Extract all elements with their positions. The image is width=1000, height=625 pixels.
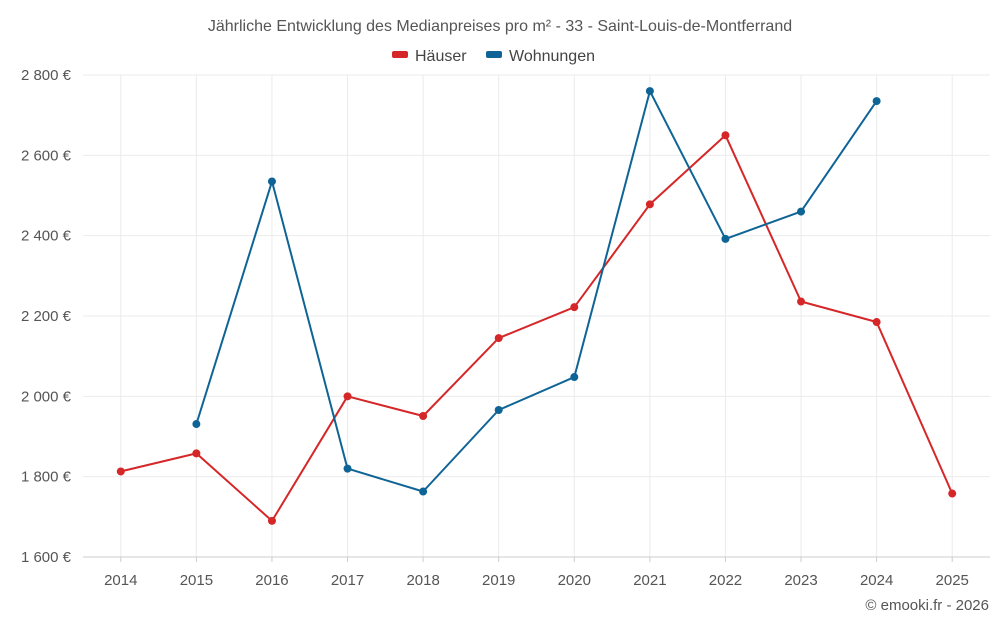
data-point-0-2022[interactable]	[721, 131, 730, 140]
x-tick-label: 2024	[860, 572, 893, 589]
y-tick-label: 2 600 €	[21, 147, 72, 164]
x-tick-label: 2020	[558, 572, 591, 589]
legend-label-wohnungen[interactable]: Wohnungen	[509, 48, 595, 65]
data-point-0-2014[interactable]	[116, 467, 125, 476]
y-tick-label: 2 200 €	[21, 308, 72, 325]
data-point-0-2024[interactable]	[872, 318, 881, 327]
series-line-0	[120, 134, 954, 522]
data-point-0-2016[interactable]	[267, 516, 276, 525]
data-point-1-2022[interactable]	[721, 234, 730, 243]
data-point-0-2020[interactable]	[570, 303, 579, 312]
x-tick-label: 2017	[331, 572, 364, 589]
y-axis-ticks: 1 600 € 1 800 € 2 000 € 2 200 € 2 400 € 2 600…	[21, 67, 72, 566]
chart-title: Jährliche Entwicklung des Medianpreises …	[208, 18, 792, 35]
x-tick-label: 2019	[482, 572, 515, 589]
data-point-1-2016[interactable]	[267, 177, 276, 186]
y-tick-label: 2 400 €	[21, 228, 72, 245]
y-tick-label: 1 800 €	[21, 469, 72, 486]
data-point-1-2017[interactable]	[343, 464, 352, 473]
legend-swatch-haeuser	[392, 51, 408, 58]
legend: Häuser Wohnungen	[392, 48, 595, 65]
data-point-0-2023[interactable]	[797, 297, 806, 306]
data-point-0-2015[interactable]	[192, 449, 201, 458]
x-axis-ticks: 2014 2015 2016 2017 2018 2019 2020 2021 2022 2023…	[104, 557, 969, 589]
data-point-1-2020[interactable]	[570, 373, 579, 382]
data-point-0-2021[interactable]	[645, 200, 654, 209]
data-point-1-2019[interactable]	[494, 405, 503, 414]
data-point-0-2019[interactable]	[494, 334, 503, 343]
y-tick-label: 1 600 €	[21, 549, 72, 566]
data-point-1-2015[interactable]	[192, 420, 201, 429]
legend-swatch-wohnungen	[486, 51, 502, 58]
x-tick-label: 2016	[255, 572, 288, 589]
x-tick-label: 2015	[180, 572, 213, 589]
data-point-1-2018[interactable]	[419, 487, 428, 496]
series	[116, 87, 957, 525]
x-tick-label: 2025	[936, 572, 969, 589]
x-tick-label: 2014	[104, 572, 137, 589]
data-point-0-2025[interactable]	[948, 489, 957, 498]
grid	[83, 74, 990, 557]
x-tick-label: 2021	[633, 572, 666, 589]
y-tick-label: 2 800 €	[21, 67, 72, 84]
data-point-1-2023[interactable]	[797, 207, 806, 216]
series-line-1	[195, 90, 878, 493]
credit-text: © emooki.fr - 2026	[865, 597, 989, 614]
data-point-1-2024[interactable]	[872, 97, 881, 106]
x-tick-label: 2023	[784, 572, 817, 589]
data-point-0-2017[interactable]	[343, 392, 352, 401]
x-tick-label: 2018	[406, 572, 439, 589]
legend-label-haeuser[interactable]: Häuser	[415, 48, 467, 65]
data-point-1-2021[interactable]	[645, 87, 654, 96]
x-tick-label: 2022	[709, 572, 742, 589]
y-tick-label: 2 000 €	[21, 388, 72, 405]
data-point-0-2018[interactable]	[419, 412, 428, 421]
